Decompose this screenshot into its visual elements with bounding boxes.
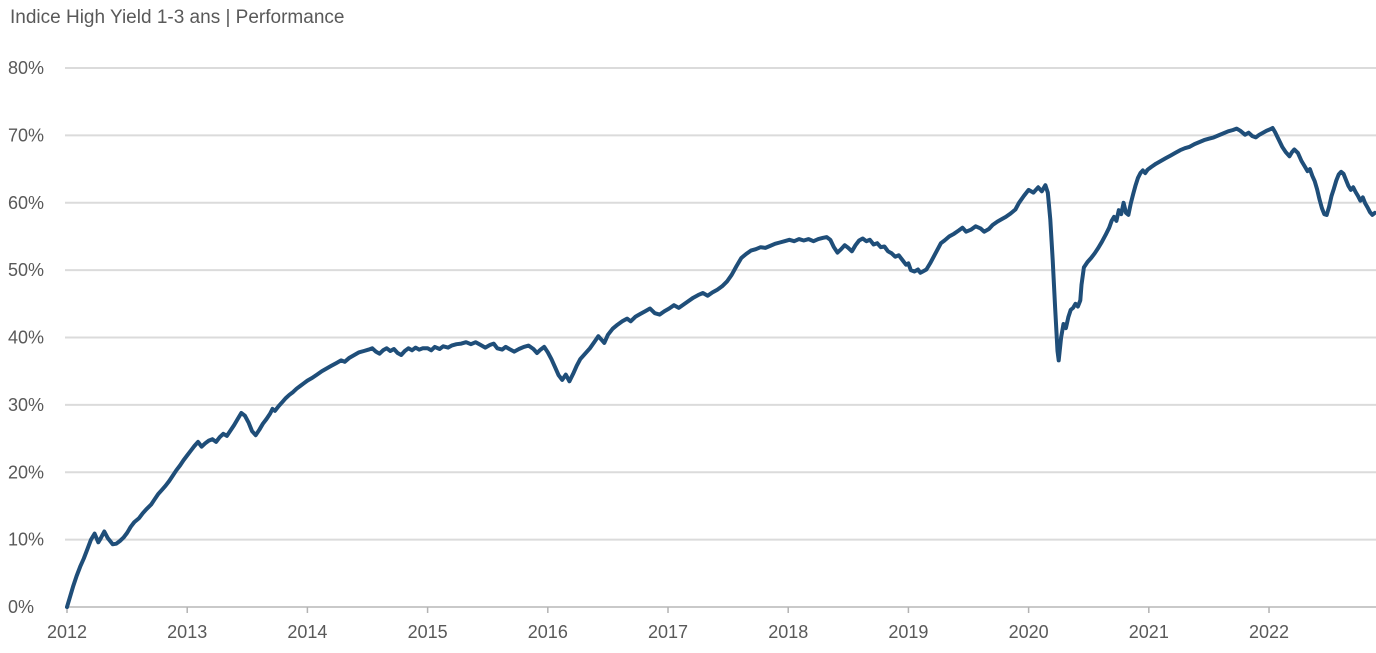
x-axis-tick-label: 2012 xyxy=(47,622,87,642)
x-axis-tick-label: 2020 xyxy=(1009,622,1049,642)
x-axis-tick-label: 2014 xyxy=(287,622,327,642)
x-axis-tick-label: 2016 xyxy=(528,622,568,642)
y-axis-tick-label: 70% xyxy=(8,125,44,145)
y-axis-tick-label: 0% xyxy=(8,597,34,617)
x-axis-tick-label: 2022 xyxy=(1249,622,1289,642)
x-axis-tick-label: 2013 xyxy=(167,622,207,642)
x-axis-tick-label: 2015 xyxy=(408,622,448,642)
y-axis-tick-label: 40% xyxy=(8,328,44,348)
y-axis-tick-label: 80% xyxy=(8,58,44,78)
x-axis-tick-label: 2021 xyxy=(1129,622,1169,642)
y-axis-tick-label: 20% xyxy=(8,462,44,482)
x-axis-tick-label: 2017 xyxy=(648,622,688,642)
y-axis-tick-label: 10% xyxy=(8,530,44,550)
y-axis-tick-label: 50% xyxy=(8,260,44,280)
chart-title: Indice High Yield 1-3 ans | Performance xyxy=(10,7,345,28)
series-line-indice-high-yield-1-3-ans xyxy=(65,126,1376,609)
x-axis-tick-label: 2018 xyxy=(768,622,808,642)
x-axis-tick-label: 2019 xyxy=(888,622,928,642)
y-axis-tick-label: 30% xyxy=(8,395,44,415)
y-axis-tick-label: 60% xyxy=(8,193,44,213)
